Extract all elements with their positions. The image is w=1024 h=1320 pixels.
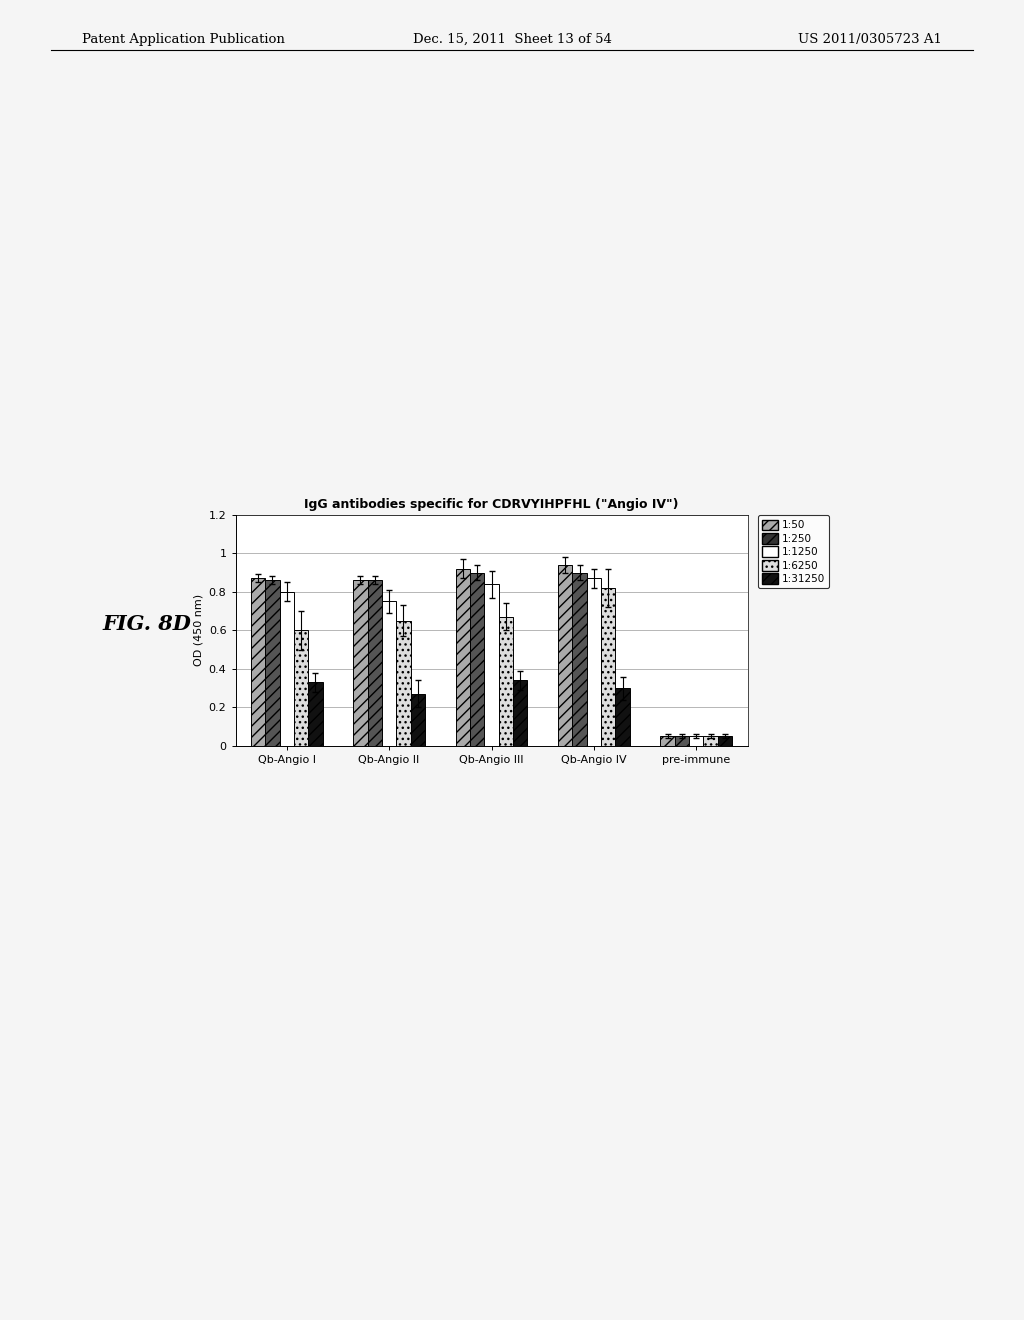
Text: FIG. 8D: FIG. 8D xyxy=(102,614,191,634)
Bar xyxy=(456,569,470,746)
Bar xyxy=(470,573,484,746)
Bar xyxy=(601,587,615,746)
Bar xyxy=(411,694,425,746)
Text: US 2011/0305723 A1: US 2011/0305723 A1 xyxy=(798,33,942,46)
Bar xyxy=(513,680,527,746)
Legend: 1:50, 1:250, 1:1250, 1:6250, 1:31250: 1:50, 1:250, 1:1250, 1:6250, 1:31250 xyxy=(758,515,829,589)
Bar xyxy=(499,616,513,746)
Bar xyxy=(718,737,732,746)
Bar xyxy=(368,581,382,746)
Bar xyxy=(558,565,572,746)
Bar xyxy=(660,737,675,746)
Text: Patent Application Publication: Patent Application Publication xyxy=(82,33,285,46)
Bar xyxy=(265,581,280,746)
Bar xyxy=(353,581,368,746)
Text: Dec. 15, 2011  Sheet 13 of 54: Dec. 15, 2011 Sheet 13 of 54 xyxy=(413,33,611,46)
Bar xyxy=(615,688,630,746)
Y-axis label: OD (450 nm): OD (450 nm) xyxy=(194,594,203,667)
Bar xyxy=(572,573,587,746)
Bar xyxy=(689,737,703,746)
Bar xyxy=(280,591,294,746)
Bar xyxy=(703,737,718,746)
Bar xyxy=(251,578,265,746)
Title: IgG antibodies specific for CDRVYIHPFHL ("Angio IV"): IgG antibodies specific for CDRVYIHPFHL … xyxy=(304,498,679,511)
Bar xyxy=(675,737,689,746)
Bar xyxy=(294,630,308,746)
Bar xyxy=(587,578,601,746)
Bar xyxy=(484,583,499,746)
Bar xyxy=(382,602,396,746)
Bar xyxy=(308,682,323,746)
Bar xyxy=(396,620,411,746)
